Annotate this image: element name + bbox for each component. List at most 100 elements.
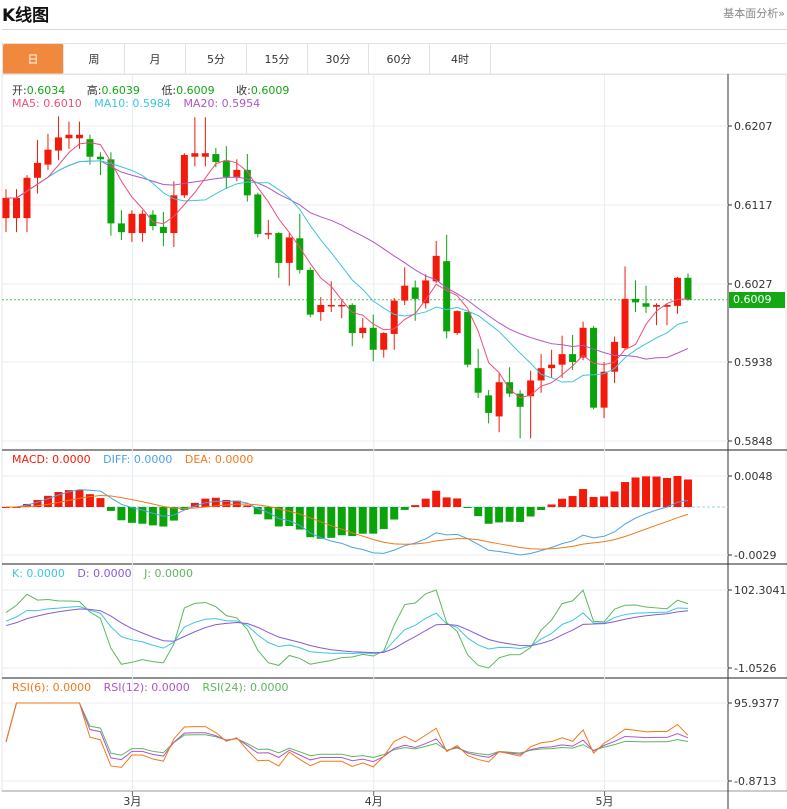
macd-legend: MACD: 0.0000 DIFF: 0.0000 DEA: 0.0000	[12, 453, 262, 466]
candle-body	[254, 194, 262, 234]
kdj-axis-label: 102.3041	[734, 584, 787, 597]
tab-4hour[interactable]: 4时	[430, 44, 491, 74]
tab-day[interactable]: 日	[3, 44, 64, 74]
candle-body	[306, 269, 314, 315]
month-label: 4月	[365, 795, 383, 808]
macd-bar	[33, 499, 42, 507]
macd-bar	[243, 505, 252, 507]
candle-body	[527, 380, 535, 397]
macd-bar	[390, 506, 399, 520]
kdj-legend: K: 0.0000 D: 0.0000 J: 0.0000	[12, 567, 202, 580]
candle	[86, 134, 94, 165]
close-label: 收:	[236, 84, 251, 97]
macd-bar	[159, 506, 168, 527]
candle-body	[684, 277, 692, 300]
macd-bar	[474, 506, 483, 517]
macd-bar	[369, 506, 378, 534]
macd-bar	[453, 498, 462, 507]
j-legend-value: J: 0.0000	[144, 567, 194, 580]
candle-body	[390, 300, 398, 334]
candle	[611, 336, 619, 384]
macd-bar	[127, 506, 136, 523]
candle-body	[569, 354, 577, 363]
candle-body	[12, 197, 20, 219]
macd-bar	[516, 506, 525, 522]
candle	[191, 117, 199, 167]
candle	[474, 348, 482, 399]
macd-bar	[106, 506, 115, 511]
candle	[149, 210, 157, 231]
candle-body	[138, 213, 146, 234]
candle	[663, 303, 671, 326]
fundamental-analysis-link[interactable]: 基本面分析»	[723, 7, 785, 20]
candle-body	[663, 304, 671, 307]
candle-body	[201, 153, 209, 157]
macd-bar	[673, 476, 682, 507]
candle	[464, 312, 472, 368]
candle-body	[432, 255, 440, 282]
candle-body	[558, 354, 566, 365]
macd-bar	[306, 506, 315, 538]
macd-bar	[253, 506, 262, 515]
rsi12-legend-value: RSI(12): 0.0000	[103, 681, 190, 694]
candle-body	[222, 161, 230, 177]
candle-body	[296, 238, 304, 270]
candle-body	[170, 195, 178, 234]
macd-bar	[379, 506, 388, 530]
divider	[2, 29, 787, 30]
candle-body	[117, 223, 125, 233]
tab-30min[interactable]: 30分	[308, 44, 369, 74]
candle	[44, 133, 52, 170]
high-label: 高:	[86, 84, 102, 97]
tab-5min[interactable]: 5分	[186, 44, 247, 74]
candle-body	[348, 304, 356, 334]
candle	[642, 285, 650, 313]
candle-body	[600, 371, 608, 408]
candle	[422, 274, 430, 309]
candle	[201, 117, 209, 167]
ma20-legend: MA20: 0.5954	[183, 97, 261, 110]
candle-body	[86, 139, 94, 157]
candle-body	[107, 159, 115, 224]
candle	[569, 334, 577, 370]
candle	[170, 181, 178, 248]
tab-15min[interactable]: 15分	[247, 44, 308, 74]
candle	[590, 326, 598, 410]
macd-bar	[495, 506, 504, 523]
diff-legend-value: DIFF: 0.0000	[103, 453, 173, 466]
candle	[401, 267, 409, 305]
candle	[653, 303, 661, 326]
macd-bar	[537, 506, 546, 510]
macd-bar	[211, 497, 220, 507]
candle-body	[453, 311, 461, 334]
rsi24-line	[5, 702, 689, 758]
candle	[159, 211, 167, 247]
macd-bar	[579, 489, 588, 507]
macd-bar	[652, 476, 661, 507]
rsi-axis-label: 95.9377	[734, 697, 780, 710]
tab-month[interactable]: 月	[125, 44, 186, 74]
candle	[285, 233, 293, 286]
macd-bar	[138, 506, 147, 524]
macd-axis-label: 0.0048	[734, 470, 773, 483]
d-line	[5, 608, 689, 654]
tab-60min[interactable]: 60分	[369, 44, 430, 74]
candle-body	[674, 277, 682, 306]
candle	[548, 349, 556, 378]
macd-bar	[558, 498, 567, 507]
dea-line	[6, 495, 689, 550]
low-label: 低:	[161, 84, 177, 97]
open-label: 开:	[12, 84, 27, 97]
candle	[390, 297, 398, 350]
candle	[12, 189, 20, 233]
macd-bar	[222, 499, 231, 507]
macd-bar	[642, 476, 651, 507]
candle-body	[243, 169, 251, 196]
ma20-line	[6, 160, 689, 360]
macd-bar	[148, 506, 157, 526]
candle-body	[317, 304, 325, 313]
tab-week[interactable]: 周	[64, 44, 125, 74]
candle-body	[611, 341, 619, 372]
macd-bar	[631, 477, 640, 507]
